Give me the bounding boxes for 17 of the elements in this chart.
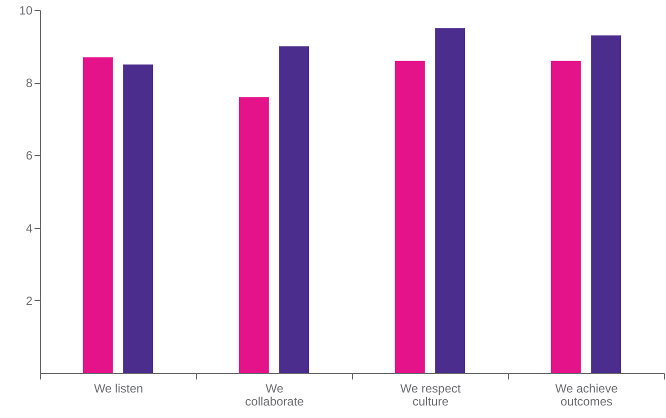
- bar: [238, 97, 269, 373]
- x-tick-label: We listen: [94, 382, 144, 396]
- y-tick-label: 2: [26, 294, 33, 308]
- bar: [394, 60, 425, 373]
- bar: [82, 57, 113, 373]
- bar: [123, 64, 154, 373]
- y-tick-label: 6: [26, 148, 33, 163]
- x-tick-label: We collaborate: [245, 382, 304, 408]
- bar: [279, 46, 310, 373]
- bar: [550, 60, 581, 373]
- y-tick-label: 10: [19, 4, 33, 18]
- bar: [435, 28, 466, 373]
- x-tick-label: We respect culture: [400, 382, 462, 408]
- y-tick-label: 8: [26, 76, 33, 90]
- bar: [591, 35, 622, 373]
- y-tick-label: 4: [26, 221, 33, 236]
- x-tick-label: We achieve outcomes: [555, 382, 618, 408]
